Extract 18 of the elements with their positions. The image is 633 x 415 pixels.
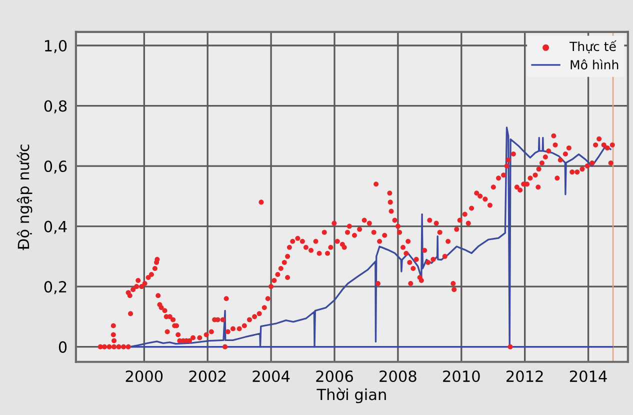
legend-label: Mô hình [570,59,618,70]
y-axis-title: Độ ngập nước [16,144,32,250]
y-tick-label: 0,2 [44,281,66,294]
x-tick-label: 2012 [506,370,543,382]
x-tick-label: 2004 [252,370,290,382]
x-tick-label: 2010 [443,370,480,382]
x-axis-title: Thời gian [316,388,386,404]
x-tick-label: 2014 [570,370,607,382]
x-tick-label: 2000 [126,370,163,382]
legend-label: Thực tế [570,40,616,54]
x-tick-label: 2002 [189,370,226,382]
y-tick-label: 1,0 [45,40,67,54]
x-tick-label: 2008 [380,370,416,382]
y-tick-label: 0,6 [44,160,67,174]
y-tick-label: 0,8 [44,100,67,114]
x-tick-label: 2006 [316,370,353,382]
y-tick-label: 0,4 [44,220,67,234]
y-tick-label: 0 [58,341,67,353]
